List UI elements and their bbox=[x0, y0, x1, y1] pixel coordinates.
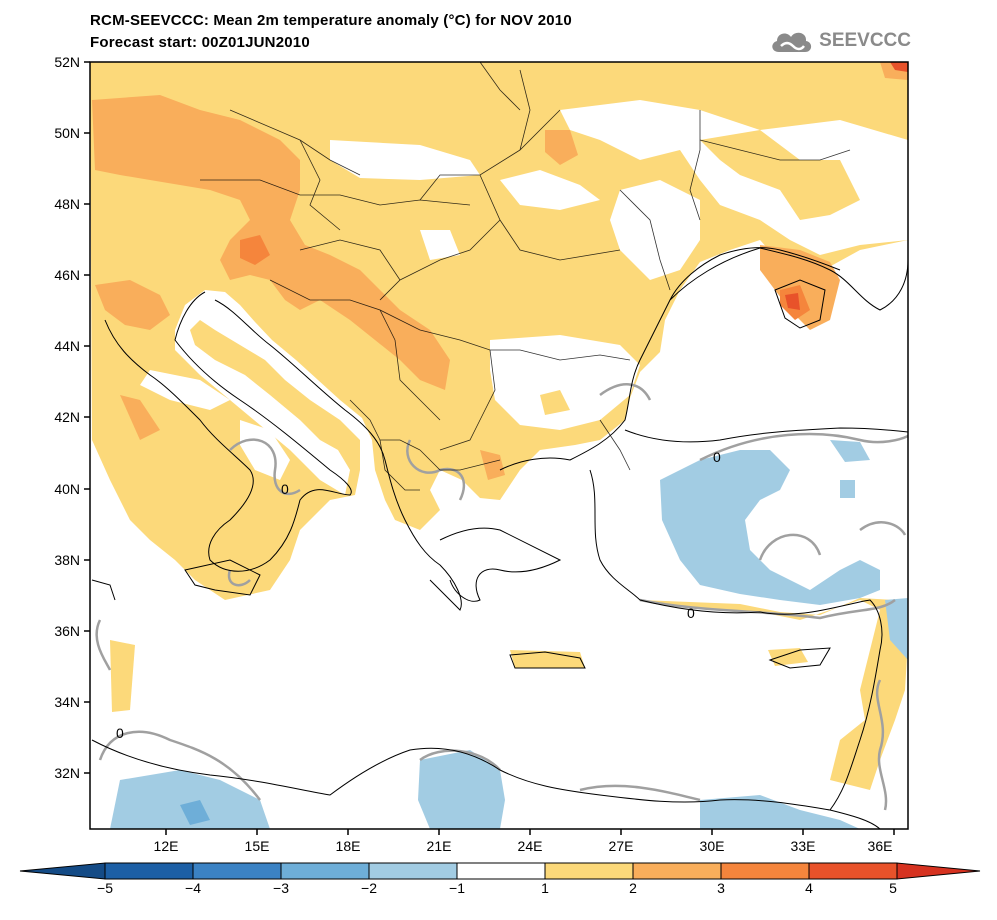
colorbar-tick-label: 5 bbox=[889, 880, 897, 896]
lon-label: 27E bbox=[609, 838, 634, 854]
lat-label: 32N bbox=[54, 765, 80, 781]
lon-ticks bbox=[165, 829, 895, 835]
lon-label: 36E bbox=[868, 838, 893, 854]
lon-label: 15E bbox=[245, 838, 270, 854]
colorbar-high-arrow bbox=[896, 862, 981, 880]
lon-label: 21E bbox=[427, 838, 452, 854]
colorbar-tick-label: 2 bbox=[629, 880, 637, 896]
colorbar-tick-label: 3 bbox=[717, 880, 725, 896]
lat-label: 48N bbox=[54, 196, 80, 212]
colorbar-segment bbox=[368, 862, 458, 880]
forecast-start-label: Forecast start: 00Z01JUN2010 bbox=[90, 34, 310, 51]
colorbar-low-arrow bbox=[19, 862, 106, 880]
zero-contour bbox=[95, 383, 908, 811]
colorbar-tick-label: −1 bbox=[449, 880, 465, 896]
contour-label: 0 bbox=[281, 481, 289, 497]
colorbar-segment bbox=[632, 862, 722, 880]
map-panel: 0 0 0 0 bbox=[90, 62, 908, 829]
lat-label: 44N bbox=[54, 338, 80, 354]
lat-label: 34N bbox=[54, 694, 80, 710]
lat-label: 38N bbox=[54, 552, 80, 568]
anomaly-field-cool bbox=[660, 450, 880, 605]
colorbar-tick-label: −5 bbox=[97, 880, 113, 896]
lat-label: 46N bbox=[54, 267, 80, 283]
colorbar-segment bbox=[104, 862, 194, 880]
colorbar-tick-label: −2 bbox=[361, 880, 377, 896]
colorbar-segment bbox=[456, 862, 546, 880]
map-title: RCM-SEEVCCC: Mean 2m temperature anomaly… bbox=[90, 12, 572, 29]
lon-label: 12E bbox=[154, 838, 179, 854]
national-borders bbox=[200, 62, 851, 491]
lon-label: 30E bbox=[700, 838, 725, 854]
cloud-icon bbox=[772, 32, 812, 52]
lat-label: 36N bbox=[54, 623, 80, 639]
anomaly-field-warm2 bbox=[92, 95, 450, 390]
colorbar bbox=[19, 862, 981, 880]
lon-label: 33E bbox=[791, 838, 816, 854]
colorbar-tick-label: −3 bbox=[273, 880, 289, 896]
colorbar-segment bbox=[192, 862, 282, 880]
contour-label: 0 bbox=[116, 725, 124, 741]
lat-ticks bbox=[84, 61, 90, 774]
lat-label: 42N bbox=[54, 409, 80, 425]
lon-label: 24E bbox=[518, 838, 543, 854]
contour-label: 0 bbox=[687, 605, 695, 621]
map-frame bbox=[89, 61, 909, 830]
lat-label: 52N bbox=[54, 54, 80, 70]
lat-label: 40N bbox=[54, 481, 80, 497]
colorbar-segment bbox=[544, 862, 634, 880]
seevccc-logo: SEEVCCC bbox=[767, 26, 911, 56]
colorbar-segment bbox=[808, 862, 898, 880]
colorbar-tick-label: 1 bbox=[541, 880, 549, 896]
colorbar-tick-label: 4 bbox=[805, 880, 813, 896]
lat-label: 50N bbox=[54, 125, 80, 141]
colorbar-segment bbox=[720, 862, 810, 880]
lon-label: 18E bbox=[336, 838, 361, 854]
colorbar-ticks: −5 −4 −3 −2 −1 1 2 3 4 5 bbox=[97, 880, 897, 896]
coastlines bbox=[91, 247, 908, 829]
colorbar-tick-label: −4 bbox=[185, 880, 201, 896]
logo-text: SEEVCCC bbox=[819, 30, 911, 51]
contour-label: 0 bbox=[713, 449, 721, 465]
colorbar-segment bbox=[280, 862, 370, 880]
